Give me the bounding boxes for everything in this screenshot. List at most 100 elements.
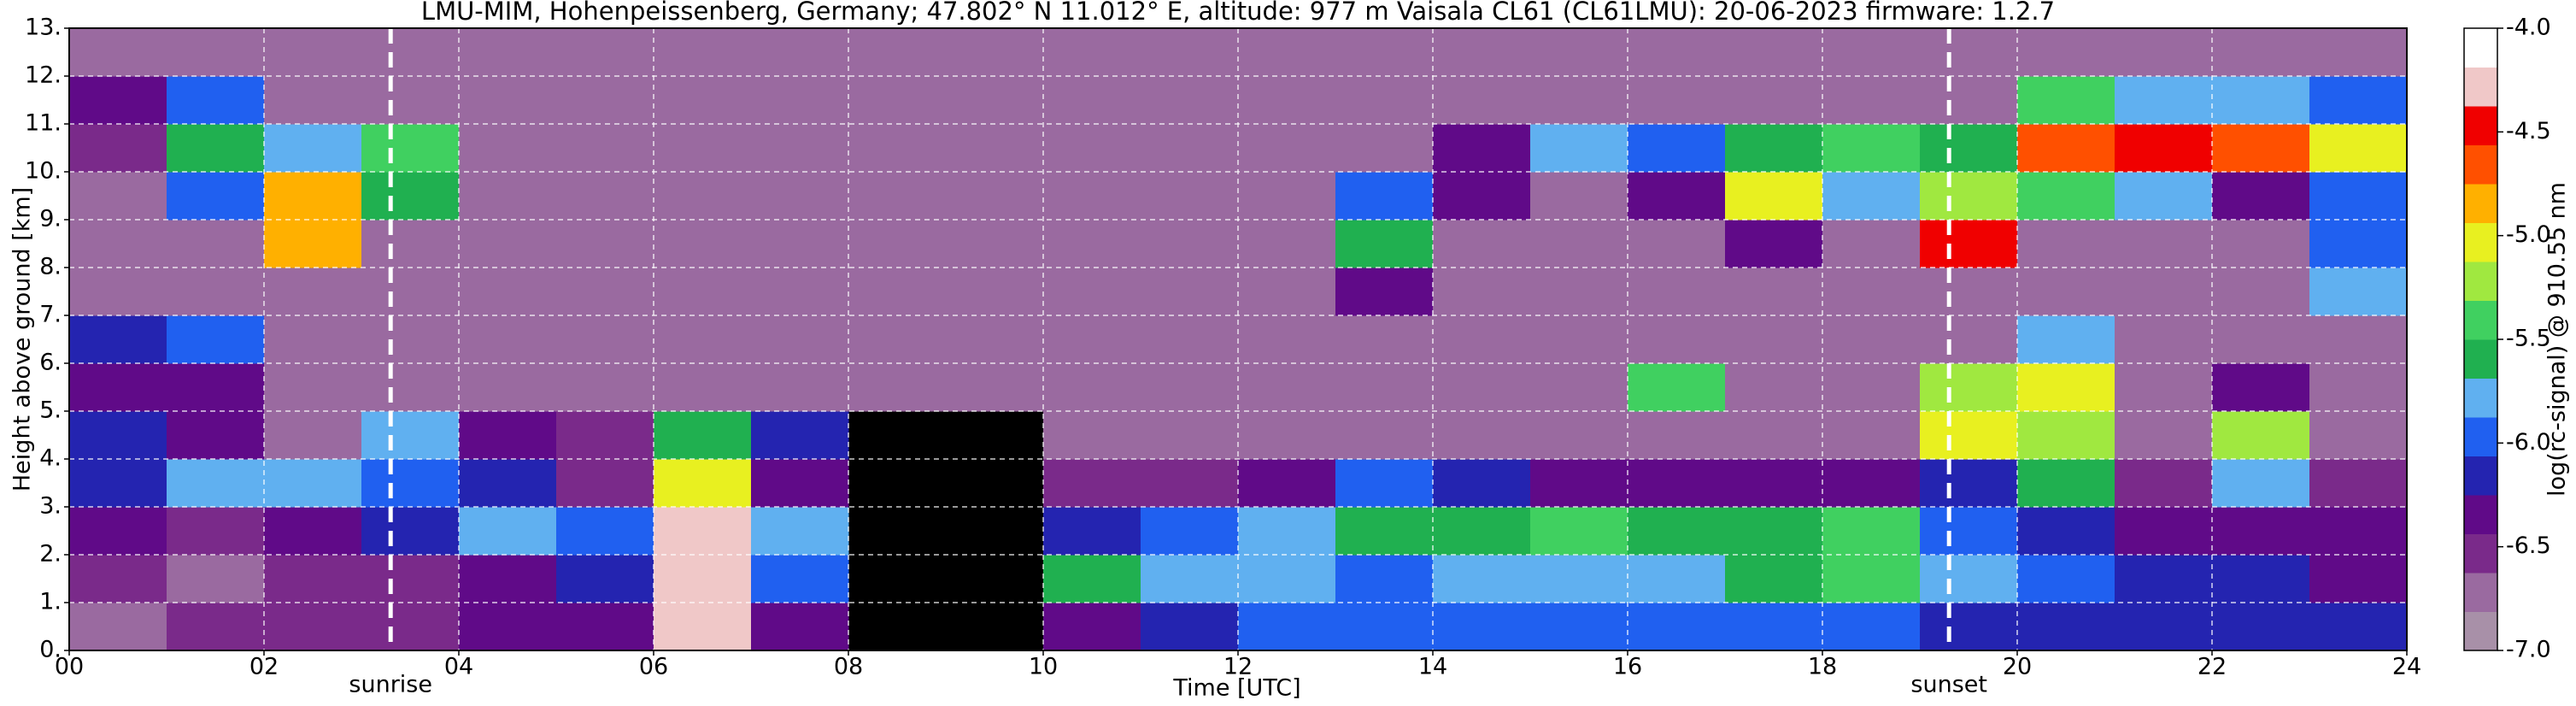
- heatmap-cell: [1628, 76, 1726, 125]
- heatmap-cell: [1043, 507, 1141, 556]
- heatmap-cell: [264, 555, 362, 603]
- heatmap-cell: [1628, 459, 1726, 508]
- heatmap-cell: [2017, 268, 2115, 316]
- heatmap-cell: [1725, 363, 1823, 412]
- heatmap-cell: [2212, 76, 2310, 125]
- y-tick-label: 7.: [39, 302, 62, 328]
- heatmap-cell: [1725, 555, 1823, 603]
- heatmap-cell: [1433, 363, 1531, 412]
- heatmap-cell: [1043, 363, 1141, 412]
- heatmap-cell: [167, 28, 265, 77]
- heatmap-cell: [2115, 603, 2213, 651]
- heatmap-cell: [1530, 268, 1628, 316]
- heatmap-cell: [1433, 76, 1531, 125]
- heatmap-cell: [1043, 172, 1141, 221]
- heatmap-cell: [459, 363, 557, 412]
- heatmap-cell: [69, 555, 167, 603]
- heatmap-cell: [1628, 555, 1726, 603]
- heatmap-cell: [1920, 268, 2018, 316]
- y-tick-label: 8.: [39, 254, 62, 280]
- heatmap-cell: [654, 363, 752, 412]
- heatmap-cell: [1238, 124, 1336, 173]
- y-tick-label: 6.: [39, 350, 62, 376]
- heatmap-cell: [167, 459, 265, 508]
- heatmap-cell: [69, 124, 167, 173]
- heatmap-cell: [1530, 124, 1628, 173]
- heatmap-cell: [654, 507, 752, 556]
- heatmap-cell: [1822, 411, 1921, 460]
- heatmap-cell: [1335, 268, 1434, 316]
- heatmap-cell: [69, 268, 167, 316]
- heatmap-cell: [2115, 220, 2213, 268]
- y-tick-label: 2.: [39, 541, 62, 568]
- heatmap-cell: [1141, 411, 1239, 460]
- heatmap-cell: [654, 411, 752, 460]
- heatmap-cell: [1920, 28, 2018, 77]
- heatmap-cell: [1141, 220, 1239, 268]
- heatmap-cell: [459, 315, 557, 364]
- heatmap-cell: [361, 459, 460, 508]
- heatmap-cell: [361, 315, 460, 364]
- heatmap-cell: [1725, 76, 1823, 125]
- heatmap-cell: [556, 507, 654, 556]
- heatmap-cell: [361, 411, 460, 460]
- heatmap-cell: [1822, 220, 1921, 268]
- colorbar-segment: [2464, 184, 2497, 223]
- heatmap-cell: [2309, 28, 2408, 77]
- heatmap-cell: [1530, 220, 1628, 268]
- x-tick-label: 14: [1418, 654, 1447, 680]
- heatmap-cell: [361, 76, 460, 125]
- heatmap-cell: [2115, 459, 2213, 508]
- x-tick-label: 02: [249, 654, 279, 680]
- heatmap-cell: [167, 268, 265, 316]
- heatmap-cell: [1920, 76, 2018, 125]
- heatmap-cell: [1628, 172, 1726, 221]
- heatmap-cell: [264, 363, 362, 412]
- heatmap-cell: [2212, 411, 2310, 460]
- heatmap-cell: [848, 76, 947, 125]
- heatmap-cell: [1433, 555, 1531, 603]
- x-tick-label: 12: [1223, 654, 1253, 680]
- heatmap-cell: [1043, 124, 1141, 173]
- heatmap-cell: [556, 459, 654, 508]
- heatmap-cell: [1433, 603, 1531, 651]
- heatmap-cell: [654, 268, 752, 316]
- heatmap-cell: [2212, 28, 2310, 77]
- heatmap-cell: [1628, 363, 1726, 412]
- heatmap-cell: [848, 172, 947, 221]
- heatmap-cell: [946, 124, 1044, 173]
- heatmap-cell: [1141, 315, 1239, 364]
- heatmap-cell: [1920, 411, 2018, 460]
- heatmap-cell: [2017, 411, 2115, 460]
- heatmap-cell: [751, 603, 849, 651]
- colorbar-label: log(rc-signal) @ 910.55 nm: [2544, 182, 2571, 497]
- heatmap-cell: [167, 124, 265, 173]
- heatmap-cell: [2017, 172, 2115, 221]
- heatmap-cell: [459, 76, 557, 125]
- heatmap-cell: [2212, 555, 2310, 603]
- heatmap-cell: [1628, 315, 1726, 364]
- heatmap-cell: [2309, 507, 2408, 556]
- colorbar-tick-label: -4.0: [2506, 15, 2551, 41]
- heatmap-cell: [1822, 363, 1921, 412]
- heatmap-cell: [167, 555, 265, 603]
- heatmap-cell: [264, 603, 362, 651]
- heatmap-cell: [1141, 172, 1239, 221]
- heatmap-cell: [751, 124, 849, 173]
- x-tick-label: 16: [1613, 654, 1642, 680]
- colorbar-segment: [2464, 533, 2497, 574]
- annotation-label: sunset: [1910, 672, 1987, 698]
- heatmap-cell: [1043, 315, 1141, 364]
- heatmap-cell: [1725, 507, 1823, 556]
- heatmap-cell: [848, 124, 947, 173]
- heatmap-cell: [1335, 363, 1434, 412]
- heatmap-cell: [751, 315, 849, 364]
- heatmap-cell: [2309, 268, 2408, 316]
- heatmap-cell: [167, 220, 265, 268]
- x-axis-label: Time [UTC]: [1172, 675, 1300, 702]
- heatmap-cell: [264, 507, 362, 556]
- heatmap-cell: [2212, 268, 2310, 316]
- heatmap-cell: [556, 411, 654, 460]
- colorbar-segment: [2464, 495, 2497, 534]
